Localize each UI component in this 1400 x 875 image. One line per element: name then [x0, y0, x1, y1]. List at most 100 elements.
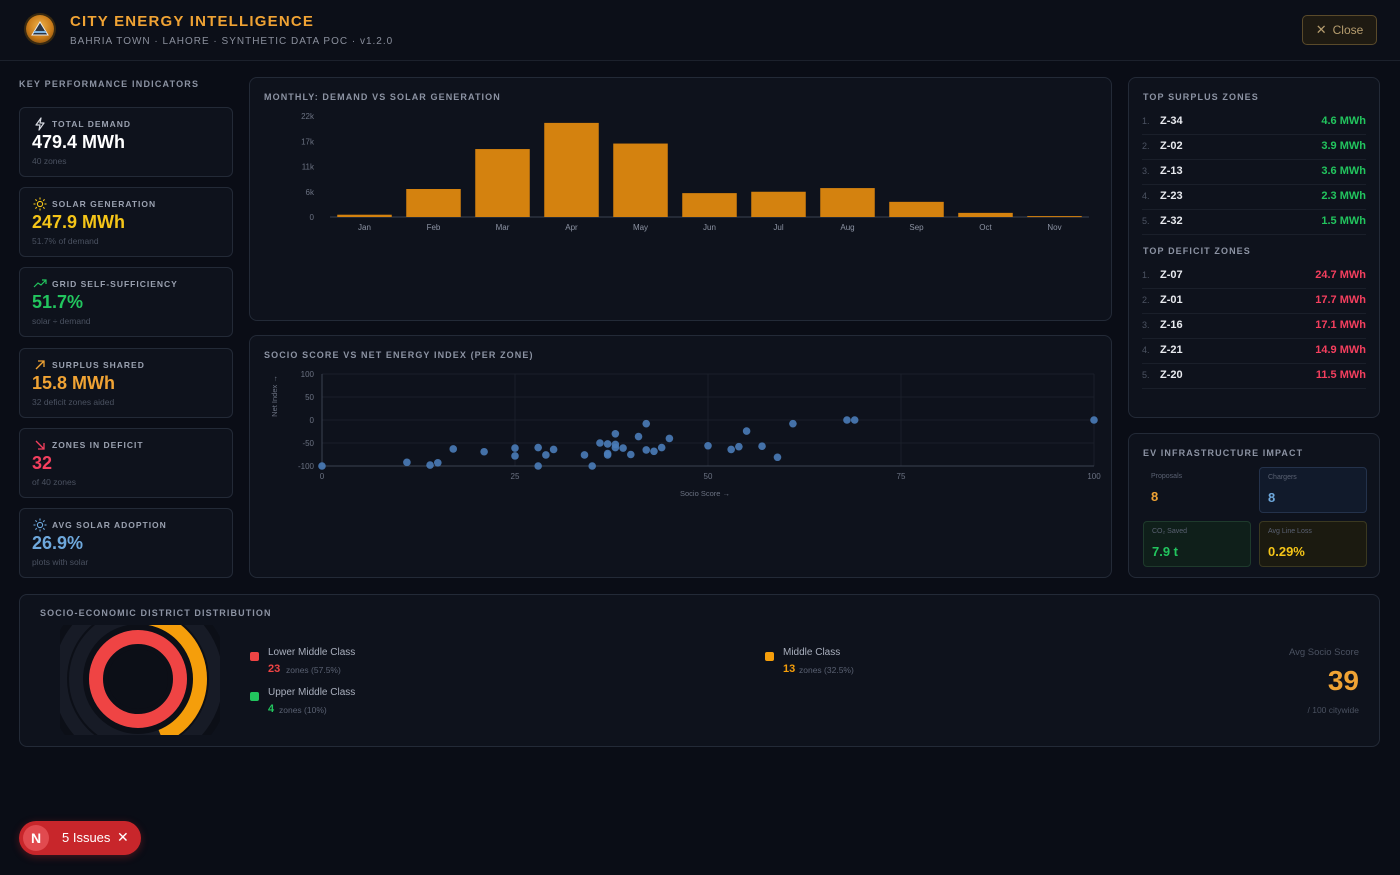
kpi-value: 32: [32, 453, 53, 473]
kpi-note: of 40 zones: [32, 477, 76, 487]
scatter-point: [603, 451, 612, 459]
bar-jun: [682, 193, 737, 217]
zone-name: Z-32: [1160, 215, 1183, 227]
deficit-title: TOP DEFICIT ZONES: [1143, 246, 1251, 256]
bar-jul: [751, 191, 806, 217]
triangle-logo-icon: [31, 21, 49, 36]
zone-value: 24.7 MWh: [1315, 269, 1366, 281]
monthly-bar-chart: 22k 17k 11k 6k 0 Jan Feb Mar Apr May Jun Jul Aug Sep O…: [301, 112, 1089, 232]
legend-name: Middle Class: [783, 647, 841, 658]
district-panel: SOCIO-ECONOMIC DISTRICT DISTRIBUTION Low…: [19, 594, 1380, 747]
kpi-value: 26.9%: [32, 533, 84, 553]
kpi-label: AVG SOLAR ADOPTION: [52, 520, 167, 530]
bar-feb: [406, 188, 461, 217]
avg-socio-label: Avg Socio Score: [1288, 647, 1359, 658]
zone-value: 11.5 MWh: [1315, 369, 1366, 381]
socio-scatter-chart: 100 50 0 -50 -100 0 25 50 75 100 Socio Score → Net …: [270, 370, 1101, 498]
arrow-up-right-icon: [35, 360, 45, 370]
monthly-chart-title: MONTHLY: DEMAND VS SOLAR GENERATION: [264, 92, 501, 102]
trend-up-icon: [33, 279, 47, 288]
zone-rank: 5.: [1142, 216, 1150, 226]
legend-swatch: [250, 692, 259, 701]
scatter-point: [580, 451, 589, 459]
ev-chargers-label: Chargers: [1268, 474, 1297, 481]
kpi-label: ZONES IN DEFICIT: [52, 440, 144, 450]
avg-socio-note: / 100 citywide: [1307, 705, 1360, 715]
x-tick-label: 50: [704, 472, 713, 481]
surplus-title: TOP SURPLUS ZONES: [1143, 92, 1259, 102]
kpi-note: solar ÷ demand: [32, 316, 91, 326]
zone-value: 17.7 MWh: [1315, 294, 1366, 306]
issues-label[interactable]: 5 Issues: [62, 830, 111, 845]
ev-lineloss-value: 0.29%: [1268, 544, 1305, 559]
zone-name: Z-07: [1160, 269, 1183, 281]
x-tick-label: 75: [897, 472, 906, 481]
arrow-down-right-icon: [35, 440, 45, 450]
kpi-card-solar-generation: SOLAR GENERATION 247.9 MWh 51.7% of dema…: [19, 187, 233, 257]
scatter-point: [642, 419, 651, 428]
ev-panel: EV INFRASTRUCTURE IMPACT Proposals 8 Cha…: [1128, 433, 1380, 578]
issues-pill[interactable]: N 5 Issues ✕: [19, 821, 141, 855]
issues-close-icon[interactable]: ✕: [117, 829, 129, 845]
x-tick-label: 0: [320, 472, 325, 481]
zone-name: Z-01: [1160, 294, 1183, 306]
x-tick-label: Oct: [979, 223, 992, 232]
donut-center: [108, 649, 168, 709]
donut-ring-lower-middle: [89, 630, 187, 728]
scatter-point: [611, 443, 620, 452]
app-title: CITY ENERGY INTELLIGENCE: [70, 13, 315, 30]
zone-rank: 3.: [1142, 320, 1150, 330]
sun-icon: [33, 518, 47, 532]
close-icon: ✕: [1315, 22, 1327, 37]
zone-rank: 4.: [1142, 345, 1150, 355]
scatter-point: [603, 440, 612, 448]
kpi-card-surplus-shared: SURPLUS SHARED 15.8 MWh 32 deficit zones…: [19, 348, 233, 418]
scatter-point: [704, 441, 712, 450]
ev-lineloss-card: Avg Line Loss 0.29%: [1259, 521, 1367, 567]
donut-track: [60, 625, 220, 735]
ev-co2-label: CO₂ Saved: [1152, 528, 1188, 535]
scatter-point: [449, 445, 458, 453]
close-button[interactable]: ✕ Close: [1302, 15, 1377, 45]
kpi-note: 32 deficit zones aided: [32, 397, 115, 407]
scatter-point: [665, 434, 674, 443]
y-tick-label: 50: [305, 393, 314, 402]
scatter-point: [773, 453, 782, 462]
zone-name: Z-34: [1160, 115, 1183, 127]
scatter-point: [511, 452, 519, 460]
kpi-card-grid-self-sufficiency: GRID SELF-SUFFICIENCY 51.7% solar ÷ dema…: [19, 267, 233, 337]
ev-co2-value: 7.9 t: [1152, 544, 1179, 559]
y-tick-label: -50: [302, 439, 314, 448]
scatter-point: [480, 447, 488, 456]
zone-value: 2.3 MWh: [1321, 190, 1366, 202]
legend-count: 4: [268, 703, 275, 715]
y-tick-label: 0: [310, 213, 315, 222]
legend-suffix: zones (10%): [279, 705, 327, 715]
zone-value: 4.6 MWh: [1321, 115, 1366, 127]
avg-socio-value: 39: [1327, 665, 1359, 696]
monthly-chart-panel: MONTHLY: DEMAND VS SOLAR GENERATION 22k 1…: [249, 77, 1112, 321]
kpi-label: SURPLUS SHARED: [52, 360, 145, 370]
legend-swatch: [765, 652, 774, 661]
x-tick-label: Jul: [773, 223, 783, 232]
zone-rank: 2.: [1142, 295, 1150, 305]
kpi-label: GRID SELF-SUFFICIENCY: [52, 279, 178, 289]
scatter-point: [403, 458, 411, 467]
zone-name: Z-23: [1160, 190, 1183, 202]
kpi-value: 247.9 MWh: [32, 212, 126, 232]
bar-sep: [889, 201, 944, 217]
legend-suffix: zones (32.5%): [799, 665, 854, 675]
scatter-point: [650, 447, 658, 456]
scatter-chart-title: SOCIO SCORE VS NET ENERGY INDEX (PER ZON…: [264, 350, 534, 360]
close-label: Close: [1332, 23, 1364, 37]
deficit-zone-row: 2. Z-01 17.7 MWh: [1142, 290, 1366, 314]
x-tick-label: Mar: [496, 223, 510, 232]
deficit-zone-row: 5. Z-20 11.5 MWh: [1142, 365, 1366, 389]
surplus-zone-row: 1. Z-34 4.6 MWh: [1142, 111, 1366, 135]
bar-jan: [337, 214, 392, 217]
zone-rank: 1.: [1142, 116, 1150, 126]
deficit-zone-row: 4. Z-21 14.9 MWh: [1142, 340, 1366, 364]
scatter-point: [735, 442, 743, 451]
zone-name: Z-13: [1160, 165, 1183, 177]
bar-aug: [820, 188, 875, 217]
